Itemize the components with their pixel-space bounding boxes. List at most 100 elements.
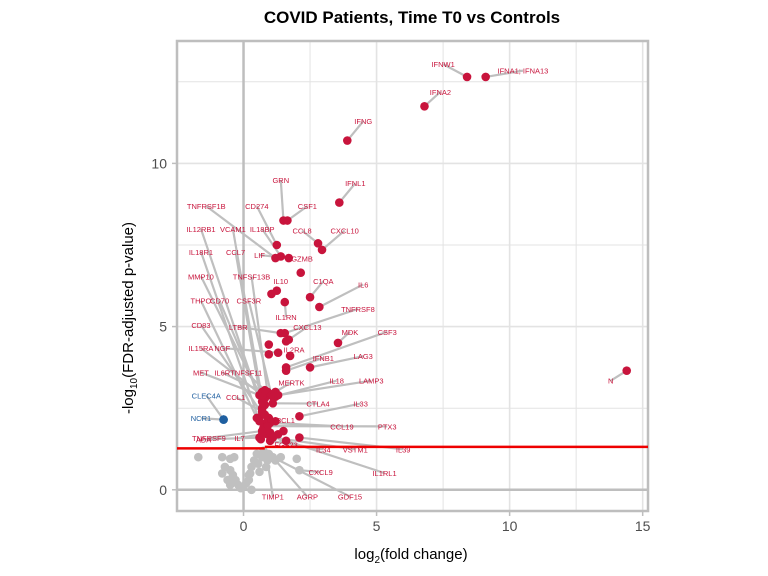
data-point xyxy=(264,340,274,349)
connector-IFNW1 xyxy=(442,63,468,78)
gene-label-IL1RL1: IL1RL1 xyxy=(372,469,396,478)
gene-label-IL2RA: IL2RA xyxy=(284,346,305,355)
gene-label-TNFRSF8: TNFRSF8 xyxy=(341,305,375,314)
data-point xyxy=(225,480,235,490)
gene-labels: IFNW1 IFNA1; IFNA13 IFNA2 IFNG IFNL1 GRN CSF1 T… xyxy=(186,60,613,501)
point-IL1RL1 xyxy=(281,436,291,446)
point-IL39 xyxy=(295,433,304,442)
point-CD70 xyxy=(257,397,267,406)
gene-label-IL34: IL34 xyxy=(316,445,331,454)
gene-label-TNFSF13B: TNFSF13B xyxy=(233,272,271,281)
gene-label-CCL1: CCL1 xyxy=(226,393,245,402)
gene-label-CLEC4A: CLEC4A xyxy=(192,391,221,400)
point-VSTM1 xyxy=(268,433,278,442)
connector-CXCL10 xyxy=(321,229,346,251)
connector-THPO xyxy=(199,300,258,419)
connector-AGRP xyxy=(274,459,309,498)
point-CXCL9 xyxy=(295,465,304,475)
connector-LTBR xyxy=(238,325,281,335)
y-axis-label: -log10(FDR-adjusted p-value) xyxy=(120,222,140,414)
gene-label-MDK: MDK xyxy=(342,328,359,337)
data-point xyxy=(264,350,274,359)
connector-IL33 xyxy=(299,402,361,418)
point-LAMP3 xyxy=(273,390,283,400)
connector-IL6 xyxy=(318,283,364,308)
y-tick-label: 0 xyxy=(159,482,167,498)
data-point xyxy=(292,454,302,464)
point-N xyxy=(622,366,632,375)
x-tick-label: 15 xyxy=(635,518,651,534)
data-point xyxy=(229,452,239,462)
point-IL6 xyxy=(315,302,324,312)
data-point xyxy=(244,470,254,480)
point-IFNW1 xyxy=(462,72,472,82)
gene-label-CCL8: CCL8 xyxy=(292,227,311,236)
connector-CD70 xyxy=(218,300,264,403)
gene-label-CXCL13: CXCL13 xyxy=(293,323,321,332)
gene-label-PTX3: PTX3 xyxy=(378,422,397,431)
gene-label-IL18: IL18 xyxy=(329,377,344,386)
gene-label-TNFSF11: TNFSF11 xyxy=(230,369,262,378)
gene-label-CCL19: CCL19 xyxy=(330,422,353,431)
point-NGF xyxy=(273,348,283,358)
connector-CSF3 xyxy=(285,330,388,369)
gene-label-VSTM1: VSTM1 xyxy=(343,445,368,454)
connector-CCL1 xyxy=(235,396,263,413)
gene-label-NGF: NGF xyxy=(214,344,230,353)
data-point xyxy=(193,452,203,462)
significance-threshold xyxy=(177,445,648,450)
gene-label-IL6: IL6 xyxy=(358,280,368,289)
connector-TNFRSF1B xyxy=(205,205,277,259)
gene-label-FGF23: FGF23 xyxy=(274,440,297,449)
point-IFNA2 xyxy=(420,101,429,111)
connector-GRN xyxy=(279,179,285,221)
data-point xyxy=(255,467,264,477)
gene-label-CD274: CD274 xyxy=(245,202,268,211)
gene-label-IFNA2: IFNA2 xyxy=(430,88,451,97)
gene-label-IFNW1: IFNW1 xyxy=(431,60,454,69)
gene-label-LIF: LIF xyxy=(254,251,265,260)
gene-label-IL1RN: IL1RN xyxy=(275,313,296,322)
tick-labels: 0 5 10 15 0 5 10 xyxy=(151,155,650,534)
gene-label-ADA: ADA xyxy=(196,435,211,444)
gene-label-LAG3: LAG3 xyxy=(354,352,373,361)
gene-label-IFNA1IFNA13: IFNA1; IFNA13 xyxy=(498,67,549,76)
connector-TNFRSF8 xyxy=(284,307,359,335)
y-tick-label: 10 xyxy=(151,155,167,171)
data-point xyxy=(247,462,256,472)
gene-label-VCAM1: VCAM1 xyxy=(220,225,246,234)
connector-TNFSF13B xyxy=(250,276,269,393)
gene-label-CSF3: CSF3 xyxy=(378,328,397,337)
point-CXCL10 xyxy=(317,245,327,255)
point-IL33 xyxy=(295,412,304,421)
gene-label-C1QA: C1QA xyxy=(313,277,333,286)
connector-IFNA1IFNA13 xyxy=(485,69,524,78)
point-CCL1 xyxy=(257,407,267,416)
point-GZMB xyxy=(296,268,306,278)
point-CSF1 xyxy=(283,216,292,225)
gene-label-IL15RA: IL15RA xyxy=(188,344,213,353)
plot-frame xyxy=(175,39,650,513)
gene-label-GZMB: GZMB xyxy=(291,254,313,263)
connector-IL6R xyxy=(221,371,263,393)
gene-label-CX3CL1: CX3CL1 xyxy=(267,416,295,425)
gene-label-CCL7: CCL7 xyxy=(226,248,245,257)
data-point xyxy=(279,426,288,436)
point-THPO xyxy=(252,413,262,423)
gene-label-CD83: CD83 xyxy=(191,321,210,330)
point-IL18BP xyxy=(276,252,286,261)
connector-CLEC4A xyxy=(205,394,225,421)
point-TNFSF11 xyxy=(260,385,270,395)
gene-label-CXCL9: CXCL9 xyxy=(309,468,333,477)
gene-label-LAMP3: LAMP3 xyxy=(359,377,384,386)
gene-label-IL6R: IL6R xyxy=(214,369,230,378)
connector-IFNB1 xyxy=(285,356,324,372)
gene-label-GDF15: GDF15 xyxy=(338,493,362,502)
point-CD274 xyxy=(272,240,282,250)
point-CCL8 xyxy=(313,239,323,248)
gene-label-IL7: IL7 xyxy=(234,434,244,443)
chart-title: COVID Patients, Time T0 vs Controls xyxy=(264,8,560,27)
point-LAG3 xyxy=(305,363,315,372)
gene-label-N: N xyxy=(608,377,613,386)
